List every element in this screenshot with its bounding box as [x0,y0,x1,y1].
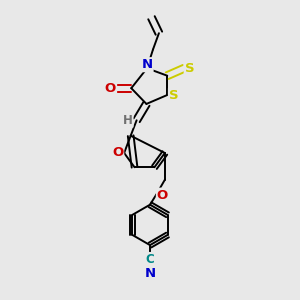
Text: S: S [185,62,194,75]
Text: O: O [112,146,123,160]
Text: O: O [157,189,168,202]
Text: H: H [123,114,133,127]
Text: N: N [142,58,153,71]
Text: O: O [105,82,116,95]
Text: C: C [146,253,154,266]
Text: S: S [169,88,178,101]
Text: N: N [144,267,156,280]
